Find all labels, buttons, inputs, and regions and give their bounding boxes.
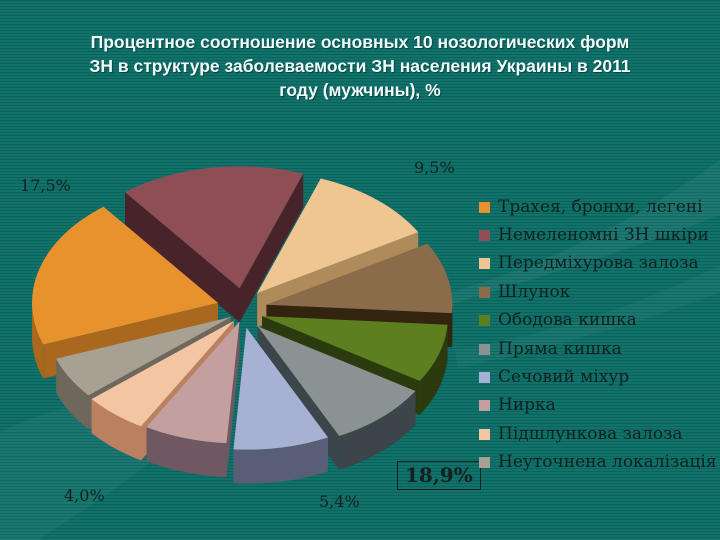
legend-swatch	[479, 286, 490, 298]
pie-label: 5,4%	[319, 492, 360, 511]
legend-label: Сечовий міхур	[498, 367, 630, 388]
chart-legend: Трахея, бронхи, легені Немеленомні ЗН шкі…	[479, 193, 717, 477]
slide-title-line: ЗН в структуре заболеваемости ЗН населен…	[89, 56, 631, 76]
legend-label: Пряма кишка	[498, 338, 622, 359]
legend-swatch	[479, 315, 490, 327]
legend-label: Шлунок	[498, 281, 571, 302]
legend-swatch	[479, 201, 490, 213]
pie-label: 17,5%	[20, 176, 71, 195]
legend-item: Немеленомні ЗН шкіри	[479, 221, 717, 249]
legend-item: Неуточнена локалізація	[479, 449, 717, 477]
legend-swatch	[479, 400, 490, 412]
legend-swatch	[479, 258, 490, 270]
legend-item: Ободова кишка	[479, 307, 717, 335]
legend-item: Шлунок	[479, 278, 717, 306]
slide-title: Процентное соотношение основных 10 нозол…	[30, 30, 690, 102]
pie-slice	[125, 166, 304, 323]
legend-item: Пряма кишка	[479, 335, 717, 363]
slide-title-line: году (мужчины), %	[279, 80, 441, 100]
legend-swatch	[479, 372, 490, 384]
pie-slice	[146, 321, 240, 478]
legend-label: Нирка	[498, 395, 556, 416]
legend-label: Ободова кишка	[498, 310, 637, 331]
pie-slice	[233, 327, 328, 484]
legend-swatch	[479, 343, 490, 355]
legend-swatch	[479, 428, 490, 440]
pie-label: 9,5%	[414, 158, 455, 177]
legend-label: Передміхурова залоза	[498, 253, 699, 274]
pie-label-boxed: 18,9%	[397, 461, 481, 490]
legend-item: Підшлункова залоза	[479, 420, 717, 448]
pie-label: 4,0%	[64, 486, 105, 505]
slide-title-line: Процентное соотношение основных 10 нозол…	[90, 32, 630, 52]
legend-item: Сечовий міхур	[479, 363, 717, 391]
legend-item: Трахея, бронхи, легені	[479, 193, 717, 221]
legend-swatch	[479, 457, 490, 469]
legend-label: Трахея, бронхи, легені	[498, 196, 703, 217]
legend-item: Нирка	[479, 392, 717, 420]
legend-label: Підшлункова залоза	[498, 423, 683, 444]
legend-item: Передміхурова залоза	[479, 250, 717, 278]
legend-label: Немеленомні ЗН шкіри	[498, 225, 709, 246]
legend-swatch	[479, 230, 490, 242]
legend-label: Неуточнена локалізація	[498, 452, 717, 473]
